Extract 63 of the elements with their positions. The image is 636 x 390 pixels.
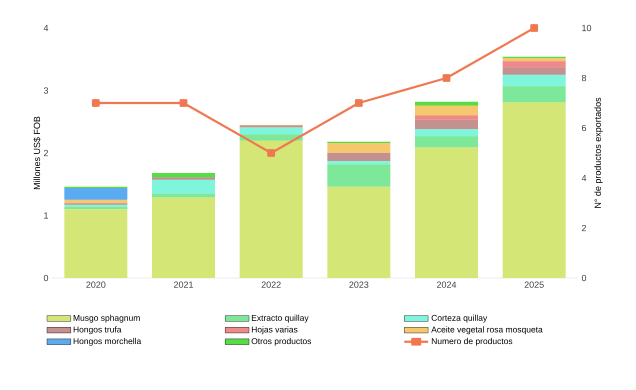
point — [354, 99, 363, 107]
bar — [240, 127, 303, 134]
y2-tick-label: 0 — [582, 274, 586, 282]
bar — [64, 206, 128, 210]
x-tick-label: 2020 — [86, 282, 106, 288]
point — [530, 24, 538, 32]
y-tick-label: 1 — [44, 212, 48, 219]
legend-label: Numero de productos — [432, 338, 512, 346]
legend-label: Musgo sphagnum — [74, 314, 140, 323]
legend-label: Otros productos — [252, 338, 312, 346]
y2-tick-label: 4 — [582, 174, 586, 182]
bar — [502, 58, 566, 62]
bar — [502, 86, 566, 102]
point — [180, 99, 188, 107]
x-tick-label: 2021 — [174, 282, 194, 288]
y-tick-label: 3 — [44, 87, 48, 94]
bar — [415, 120, 478, 130]
bar — [64, 200, 128, 203]
legend-label: Hongos trufa — [74, 326, 122, 334]
y-axis-title: Millones US$ FOB — [33, 116, 41, 190]
bar — [327, 161, 390, 164]
bar — [415, 129, 478, 136]
bar — [502, 102, 566, 278]
legend-label: Corteza quillay — [432, 314, 488, 323]
legend-label: Hongos morchella — [74, 338, 142, 346]
y-tick-label: 0 — [44, 274, 48, 282]
bar — [327, 143, 390, 153]
y2-axis-title: N° de productos exportados — [594, 98, 603, 208]
bar — [415, 106, 478, 116]
y2-tick-label: 8 — [582, 74, 586, 82]
bar — [152, 197, 215, 278]
bar — [152, 177, 215, 180]
bar — [64, 188, 128, 200]
bar — [502, 61, 566, 68]
bar — [327, 153, 390, 162]
bar — [327, 186, 390, 278]
point — [267, 149, 276, 157]
point — [92, 99, 100, 107]
bar — [327, 164, 390, 187]
bar — [240, 140, 303, 278]
x-tick-label: 2022 — [262, 282, 281, 288]
y2-tick-label: 6 — [582, 124, 586, 132]
legend-label: Extracto quillay — [252, 314, 309, 323]
y-tick-label: 2 — [44, 150, 48, 156]
y2-tick-label: 2 — [582, 224, 586, 232]
x-tick-label: 2023 — [349, 282, 368, 288]
legend-label: Aceite vegetal rosa mosqueta — [431, 326, 543, 334]
bar — [152, 180, 215, 194]
bar — [415, 147, 478, 278]
bar — [152, 194, 215, 198]
legend-label: Hojas varias — [252, 326, 298, 334]
bar — [502, 67, 566, 75]
y2-tick-label: 10 — [582, 24, 592, 32]
x-tick-label: 2025 — [524, 282, 544, 288]
bar — [152, 173, 215, 178]
bar — [502, 74, 566, 86]
point — [442, 74, 450, 82]
bar — [415, 136, 478, 148]
bar — [64, 209, 128, 278]
bar — [415, 116, 478, 120]
x-tick-label: 2024 — [436, 282, 456, 288]
bar — [415, 102, 478, 106]
y-tick-label: 4 — [44, 24, 48, 32]
